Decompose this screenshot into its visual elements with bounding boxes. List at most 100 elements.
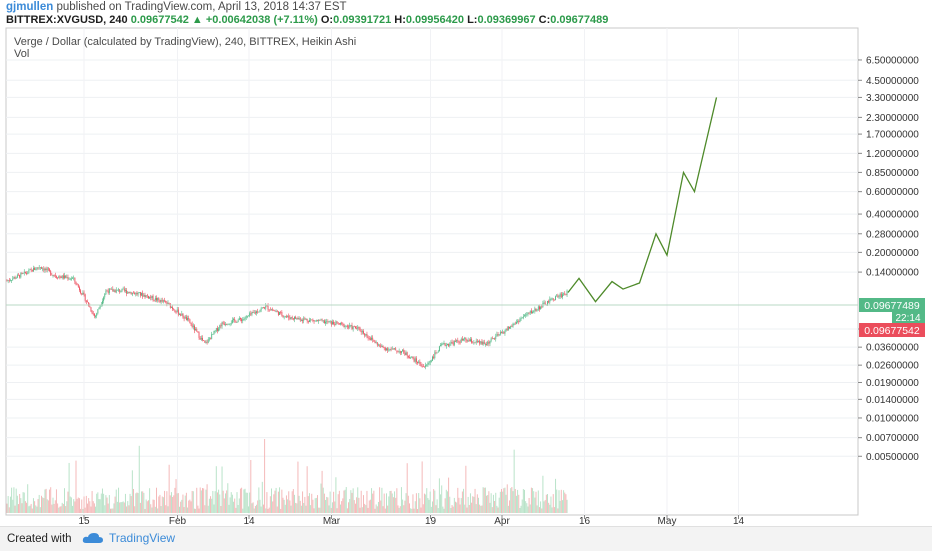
chart-canvas[interactable]: Verge / Dollar (calculated by TradingVie…	[0, 27, 932, 526]
volume-bar	[204, 505, 206, 513]
candle-body	[259, 310, 261, 312]
volume-bar	[296, 503, 298, 513]
volume-bar	[188, 500, 190, 513]
volume-bar	[58, 507, 60, 513]
volume-bar	[145, 499, 147, 513]
volume-bar	[248, 506, 249, 513]
candle-body	[290, 317, 292, 319]
candle-body	[30, 269, 32, 271]
volume-bar	[70, 497, 72, 513]
candle-body	[452, 342, 454, 345]
volume-bar	[384, 508, 386, 513]
candle-body	[498, 334, 500, 336]
y-tick-label: 0.03600000	[866, 343, 919, 354]
candle-body	[248, 315, 249, 317]
candle-body	[395, 348, 397, 351]
candle-body	[222, 322, 224, 324]
candle-body	[435, 352, 437, 354]
candle-body	[149, 296, 151, 299]
candle-body	[181, 313, 183, 316]
volume-bar	[513, 449, 515, 513]
candle-body	[528, 312, 530, 314]
volume-bar	[505, 494, 507, 513]
volume-bar	[90, 506, 92, 513]
candle-body	[455, 340, 456, 342]
volume-bar	[520, 505, 522, 513]
volume-bar	[318, 507, 320, 513]
volume-bar	[409, 503, 410, 513]
candle-body	[180, 314, 182, 316]
volume-bar	[341, 501, 343, 513]
candle-body	[154, 297, 156, 301]
candle-body	[315, 320, 317, 322]
volume-bar	[411, 508, 413, 513]
volume-bar	[73, 499, 75, 513]
author-link[interactable]: gjmullen	[6, 1, 54, 13]
candle-body	[475, 340, 477, 343]
candle-body	[24, 271, 26, 273]
volume-bar	[143, 492, 145, 513]
y-tick-label: 0.14000000	[866, 268, 919, 279]
candle-body	[67, 277, 69, 280]
x-tick-label: 14	[243, 516, 255, 526]
candle-body	[145, 295, 147, 298]
volume-bar	[77, 497, 79, 513]
volume-bar	[423, 493, 425, 513]
candle-body	[37, 267, 39, 269]
volume-bar	[389, 490, 391, 513]
candle-body	[263, 307, 264, 309]
price-axis[interactable]: 6.50000000 4.50000000 3.30000000 2.30000000…	[858, 55, 919, 463]
x-tick-label: Apr	[494, 516, 510, 526]
candle-body	[302, 320, 303, 321]
volume-bar	[529, 504, 531, 513]
candle-body	[558, 296, 560, 298]
volume-bar	[31, 508, 33, 513]
volume-bar	[331, 502, 333, 513]
candle-body	[139, 292, 141, 296]
volume-bar	[518, 494, 520, 513]
candle-body	[373, 339, 375, 342]
candle-body	[326, 321, 328, 323]
candle-body	[250, 313, 252, 315]
candle-body	[514, 323, 516, 325]
volume-bar	[487, 495, 489, 513]
candle-body	[60, 276, 62, 279]
volume-bar	[72, 505, 74, 513]
candle-body	[309, 319, 310, 323]
candle-body	[305, 318, 307, 320]
candle-body	[445, 345, 447, 347]
candle-body	[59, 276, 61, 278]
volume-bar	[556, 489, 558, 513]
volume-bar	[244, 488, 246, 513]
volume-bar	[363, 495, 364, 513]
candle-body	[437, 351, 439, 353]
volume-bar	[365, 505, 367, 513]
volume-bar	[521, 499, 523, 513]
candle-body	[128, 292, 130, 294]
grid-lines	[6, 28, 858, 515]
candle-body	[518, 321, 520, 323]
candle-body	[8, 280, 10, 281]
candle-body	[230, 322, 232, 324]
candle-body	[137, 292, 139, 295]
candle-body	[243, 319, 245, 320]
volume-bar	[78, 498, 80, 513]
volume-bar	[144, 508, 146, 513]
volume-bar	[484, 487, 486, 513]
footer-bar: Created with TradingView	[0, 526, 932, 551]
tradingview-brand[interactable]: TradingView	[82, 531, 175, 545]
volume-bar	[38, 494, 40, 513]
volume-bar	[53, 503, 55, 513]
volume-bar	[498, 497, 500, 513]
volume-bar	[494, 500, 496, 513]
volume-bar	[514, 488, 516, 513]
time-axis[interactable]: 15 Feb 14 Mar 19 Apr 16 May 14	[78, 515, 744, 526]
candle-body	[472, 342, 474, 344]
volume-bar	[298, 495, 300, 513]
volume-bar	[561, 500, 563, 513]
volume-bar	[502, 491, 504, 513]
volume-bar	[400, 487, 402, 513]
volume-bar	[135, 493, 137, 513]
volume-bar	[373, 490, 375, 513]
candle-body	[36, 267, 38, 270]
